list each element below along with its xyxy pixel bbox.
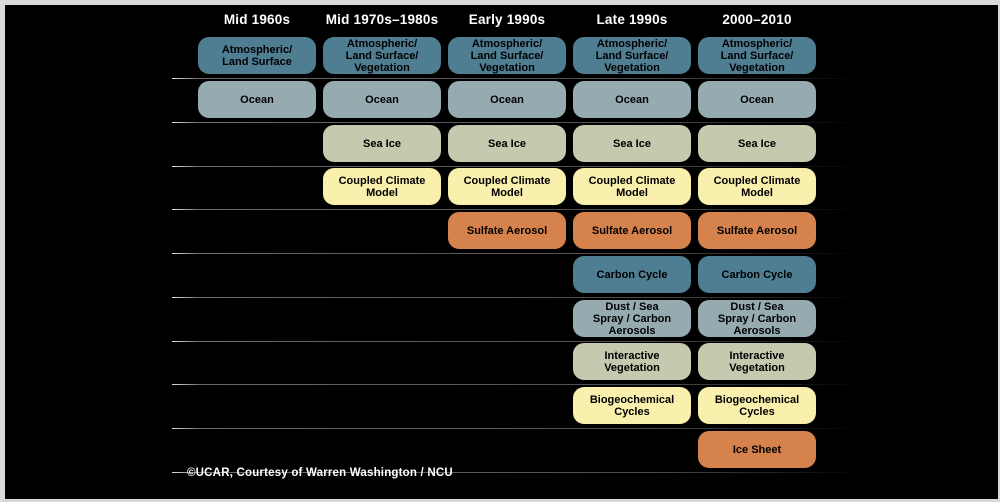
box-label: Dust / Sea Spray / Carbon Aerosols <box>717 300 797 337</box>
box-label: Sea Ice <box>363 137 401 150</box>
row-divider-6 <box>172 297 862 298</box>
column-header-late-1990s: Late 1990s <box>596 12 668 27</box>
box-ice-sheet-c5: Ice Sheet <box>698 431 816 468</box>
box-ocean-c3: Ocean <box>448 81 566 118</box>
box-label: Sulfate Aerosol <box>716 224 798 237</box>
box-carbon-cycle-c5: Carbon Cycle <box>698 256 816 293</box>
box-label: Ocean <box>615 93 649 106</box>
box-atmospheric-c2: Atmospheric/ Land Surface/ Vegetation <box>323 37 441 74</box>
column-header-2000-2010: 2000–2010 <box>722 12 792 27</box>
box-label: Sea Ice <box>488 137 526 150</box>
box-coupled-model-c5: Coupled Climate Model <box>698 168 816 205</box>
box-label: Atmospheric/ Land Surface/ Vegetation <box>470 37 544 74</box>
box-sea-ice-c2: Sea Ice <box>323 125 441 162</box>
box-biogeochemical-cycles-c5: Biogeochemical Cycles <box>698 387 816 424</box>
box-label: Atmospheric/ Land Surface <box>221 43 293 68</box>
credit-text: ©UCAR, Courtesy of Warren Washington / N… <box>187 467 453 479</box>
box-dust-aerosols-c4: Dust / Sea Spray / Carbon Aerosols <box>573 300 691 337</box>
column-header-early-1990s: Early 1990s <box>468 12 546 27</box>
box-coupled-model-c3: Coupled Climate Model <box>448 168 566 205</box>
box-label: Sulfate Aerosol <box>591 224 673 237</box>
box-label: Sulfate Aerosol <box>466 224 548 237</box>
column-header-mid-1970s-1980s: Mid 1970s–1980s <box>325 12 439 27</box>
box-sea-ice-c3: Sea Ice <box>448 125 566 162</box>
box-atmospheric-c1: Atmospheric/ Land Surface <box>198 37 316 74</box>
box-label: Ocean <box>240 93 274 106</box>
box-label: Ocean <box>365 93 399 106</box>
box-biogeochemical-cycles-c4: Biogeochemical Cycles <box>573 387 691 424</box>
box-label: Biogeochemical Cycles <box>589 393 675 418</box>
row-divider-8 <box>172 384 862 385</box>
box-label: Biogeochemical Cycles <box>714 393 800 418</box>
box-label: Atmospheric/ Land Surface/ Vegetation <box>345 37 419 74</box>
box-label: Sea Ice <box>738 137 776 150</box>
diagram-panel <box>5 5 998 499</box>
box-label: Sea Ice <box>613 137 651 150</box>
box-label: Ocean <box>490 93 524 106</box>
box-sulfate-aerosol-c3: Sulfate Aerosol <box>448 212 566 249</box>
box-label: Ocean <box>740 93 774 106</box>
row-divider-3 <box>172 166 862 167</box>
box-carbon-cycle-c4: Carbon Cycle <box>573 256 691 293</box>
box-coupled-model-c2: Coupled Climate Model <box>323 168 441 205</box>
box-ocean-c5: Ocean <box>698 81 816 118</box>
box-ocean-c2: Ocean <box>323 81 441 118</box>
box-label: Interactive Vegetation <box>729 349 785 374</box>
column-header-mid-1960s: Mid 1960s <box>223 12 291 27</box>
box-sea-ice-c5: Sea Ice <box>698 125 816 162</box>
box-label: Ice Sheet <box>732 443 782 456</box>
box-dust-aerosols-c5: Dust / Sea Spray / Carbon Aerosols <box>698 300 816 337</box>
row-divider-9 <box>172 428 862 429</box>
box-label: Coupled Climate Model <box>463 174 551 199</box>
row-divider-10 <box>172 472 862 473</box>
box-interactive-vegetation-c5: Interactive Vegetation <box>698 343 816 380</box>
box-atmospheric-c4: Atmospheric/ Land Surface/ Vegetation <box>573 37 691 74</box>
row-divider-5 <box>172 253 862 254</box>
row-divider-7 <box>172 341 862 342</box>
box-label: Coupled Climate Model <box>588 174 676 199</box>
box-label: Interactive Vegetation <box>604 349 660 374</box>
box-atmospheric-c3: Atmospheric/ Land Surface/ Vegetation <box>448 37 566 74</box>
box-sulfate-aerosol-c5: Sulfate Aerosol <box>698 212 816 249</box>
box-label: Carbon Cycle <box>721 268 793 281</box>
box-interactive-vegetation-c4: Interactive Vegetation <box>573 343 691 380</box>
row-divider-4 <box>172 209 862 210</box>
box-label: Coupled Climate Model <box>338 174 426 199</box>
box-coupled-model-c4: Coupled Climate Model <box>573 168 691 205</box>
box-label: Coupled Climate Model <box>713 174 801 199</box>
box-label: Carbon Cycle <box>596 268 668 281</box>
box-ocean-c1: Ocean <box>198 81 316 118</box>
row-divider-1 <box>172 78 862 79</box>
box-sea-ice-c4: Sea Ice <box>573 125 691 162</box>
box-atmospheric-c5: Atmospheric/ Land Surface/ Vegetation <box>698 37 816 74</box>
row-divider-2 <box>172 122 862 123</box>
box-label: Atmospheric/ Land Surface/ Vegetation <box>595 37 669 74</box>
box-sulfate-aerosol-c4: Sulfate Aerosol <box>573 212 691 249</box>
box-ocean-c4: Ocean <box>573 81 691 118</box>
box-label: Dust / Sea Spray / Carbon Aerosols <box>592 300 672 337</box>
box-label: Atmospheric/ Land Surface/ Vegetation <box>720 37 794 74</box>
